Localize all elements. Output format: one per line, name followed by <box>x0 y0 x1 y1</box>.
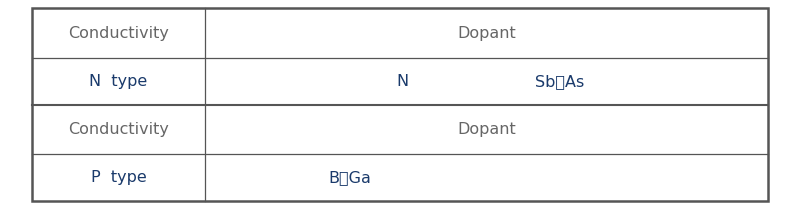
Text: Dopant: Dopant <box>457 26 516 41</box>
Text: N: N <box>396 74 408 89</box>
Text: Conductivity: Conductivity <box>68 122 169 137</box>
Text: B、Ga: B、Ga <box>329 170 372 185</box>
Text: Conductivity: Conductivity <box>68 26 169 41</box>
Text: N  type: N type <box>90 74 148 89</box>
Text: Dopant: Dopant <box>457 122 516 137</box>
Text: Sb、As: Sb、As <box>535 74 584 89</box>
Text: P  type: P type <box>90 170 146 185</box>
